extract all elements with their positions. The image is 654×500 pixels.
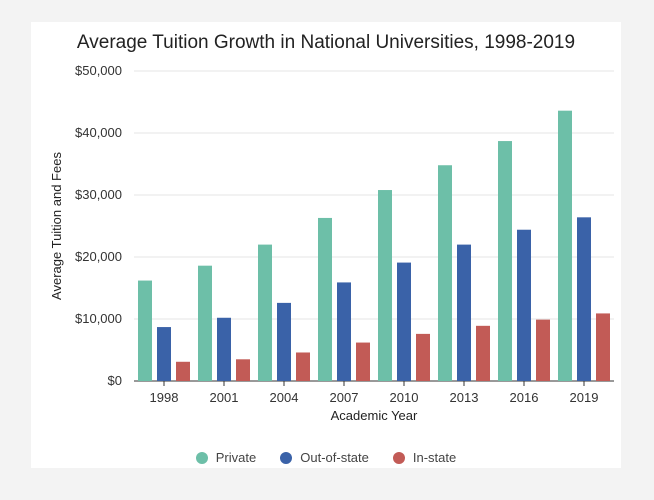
- y-tick-label: $0: [108, 373, 122, 388]
- bar-out-of-state-2016: [517, 229, 531, 381]
- bar-private-2004: [258, 244, 272, 381]
- bar-in-state-2004: [296, 352, 310, 381]
- bar-in-state-1998: [176, 361, 190, 381]
- bar-in-state-2007: [356, 342, 370, 381]
- legend-swatch: [195, 451, 208, 464]
- x-tick-label: 1998: [150, 390, 179, 405]
- bar-out-of-state-2001: [217, 317, 231, 381]
- x-tick-label: 2019: [570, 390, 599, 405]
- chart-card: Average Tuition Growth in National Unive…: [31, 22, 621, 468]
- bar-in-state-2013: [476, 325, 490, 381]
- bar-out-of-state-2007: [337, 282, 351, 381]
- legend-label: In-state: [412, 450, 457, 465]
- bar-private-1998: [138, 280, 152, 381]
- bar-private-2016: [498, 141, 512, 381]
- y-tick-label: $20,000: [75, 249, 122, 264]
- bar-in-state-2010: [416, 333, 430, 381]
- bar-private-2001: [198, 265, 212, 381]
- x-axis-title: Academic Year: [331, 408, 418, 423]
- legend-item: Private: [195, 450, 257, 465]
- bar-private-2010: [378, 190, 392, 381]
- legend-label: Private: [215, 450, 257, 465]
- x-tick-label: 2007: [330, 390, 359, 405]
- chart-title: Average Tuition Growth in National Unive…: [76, 32, 576, 53]
- bar-private-2013: [438, 165, 452, 381]
- bar-in-state-2019: [596, 313, 610, 381]
- x-tick-label: 2013: [450, 390, 479, 405]
- x-tick-label: 2004: [270, 390, 299, 405]
- legend-swatch: [392, 451, 405, 464]
- bar-out-of-state-2004: [277, 302, 291, 381]
- legend-item: In-state: [392, 450, 457, 465]
- legend-label: Out-of-state: [300, 450, 369, 465]
- x-tick-label: 2001: [210, 390, 239, 405]
- x-tick-label: 2010: [390, 390, 419, 405]
- bar-out-of-state-2010: [397, 262, 411, 381]
- bar-in-state-2016: [536, 319, 550, 381]
- y-tick-label: $40,000: [75, 125, 122, 140]
- bar-private-2019: [558, 110, 572, 382]
- chart-legend: Private Out-of-state In-state: [31, 450, 621, 465]
- bar-out-of-state-2013: [457, 244, 471, 381]
- bar-chart: $0 $10,000 $20,000 $30,000 $40,000 $50,000 199…: [49, 63, 614, 423]
- bar-out-of-state-1998: [157, 327, 171, 381]
- y-tick-label: $30,000: [75, 187, 122, 202]
- bar-private-2007: [318, 217, 332, 381]
- y-axis-title: Average Tuition and Fees: [49, 152, 64, 300]
- y-tick-label: $50,000: [75, 63, 122, 78]
- legend-item: Out-of-state: [280, 450, 369, 465]
- bar-in-state-2001: [236, 359, 250, 381]
- bar-out-of-state-2019: [577, 217, 591, 381]
- x-tick-label: 2016: [510, 390, 539, 405]
- y-tick-label: $10,000: [75, 311, 122, 326]
- legend-swatch: [280, 451, 293, 464]
